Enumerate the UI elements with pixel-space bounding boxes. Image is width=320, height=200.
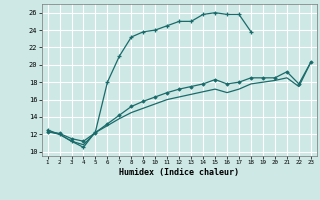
X-axis label: Humidex (Indice chaleur): Humidex (Indice chaleur) — [119, 168, 239, 177]
